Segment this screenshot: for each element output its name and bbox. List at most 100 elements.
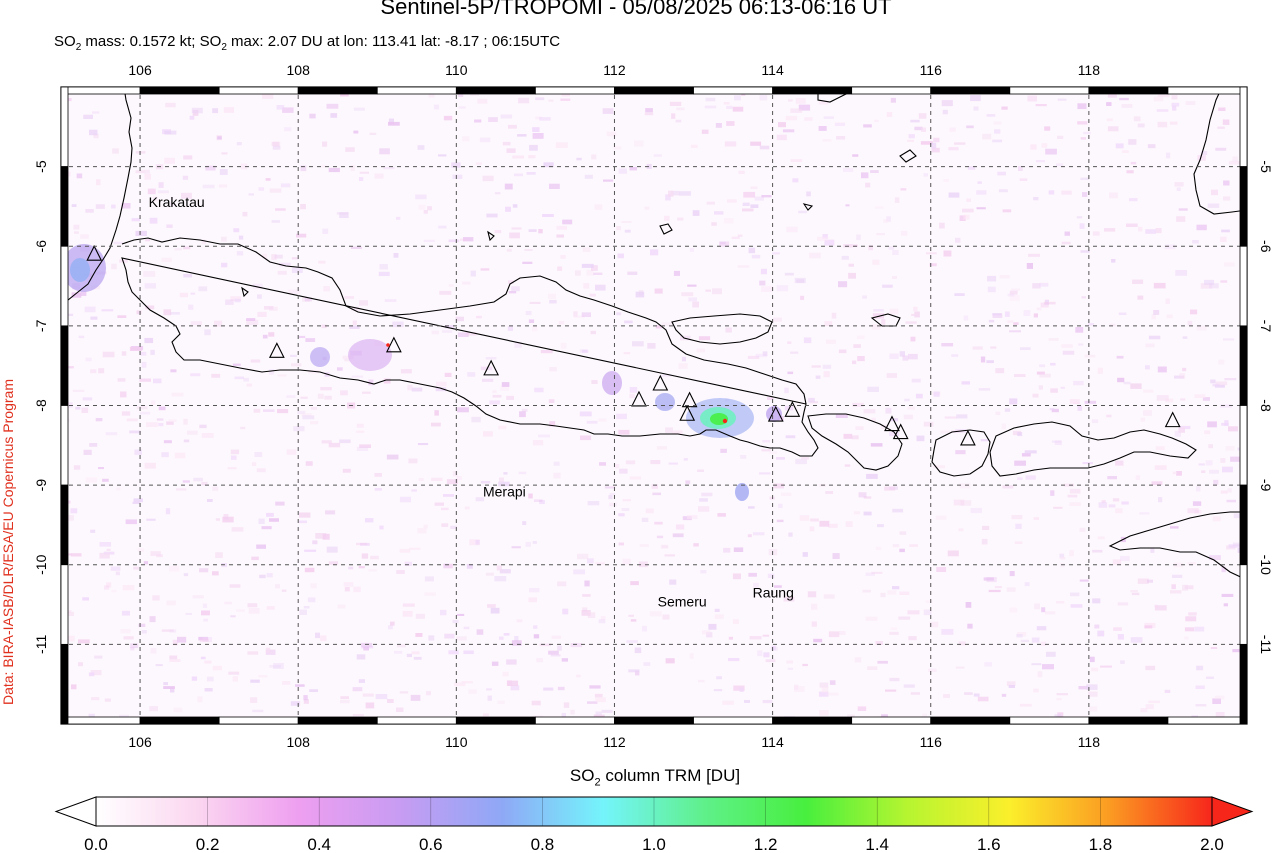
noise-cell	[589, 685, 601, 689]
noise-cell	[678, 363, 688, 369]
noise-cell	[1120, 555, 1130, 562]
noise-cell	[242, 211, 248, 217]
noise-cell	[106, 582, 112, 588]
noise-cell	[728, 658, 740, 662]
noise-cell	[315, 533, 327, 539]
noise-cell	[851, 435, 859, 440]
noise-cell	[150, 551, 161, 556]
noise-cell	[915, 393, 923, 399]
noise-cell	[325, 510, 336, 515]
noise-cell	[140, 411, 151, 415]
noise-cell	[304, 549, 317, 552]
plume-east-java-b	[655, 393, 675, 411]
noise-cell	[899, 591, 910, 595]
noise-cell	[514, 173, 523, 177]
noise-cell	[1014, 374, 1026, 377]
noise-cell	[1148, 335, 1161, 340]
noise-cell	[298, 520, 307, 524]
noise-cell	[102, 478, 109, 482]
ruler-segment	[60, 245, 69, 327]
noise-cell	[819, 682, 829, 688]
noise-cell	[776, 519, 784, 523]
noise-cell	[625, 460, 636, 465]
noise-cell	[790, 351, 799, 354]
noise-cell	[269, 306, 278, 311]
noise-cell	[689, 653, 694, 659]
noise-cell	[1207, 203, 1220, 208]
noise-cell	[228, 671, 240, 675]
noise-cell	[1077, 121, 1088, 125]
ruler-segment	[60, 166, 69, 247]
noise-cell	[511, 640, 522, 646]
noise-cell	[867, 666, 878, 670]
noise-cell	[944, 416, 957, 419]
noise-cell	[358, 679, 365, 683]
noise-cell	[258, 518, 265, 524]
noise-cell	[144, 462, 156, 469]
noise-cell	[863, 124, 872, 128]
noise-cell	[757, 650, 763, 657]
noise-cell	[644, 206, 650, 210]
noise-cell	[976, 207, 986, 210]
noise-cell	[504, 183, 513, 190]
noise-cell	[1172, 471, 1177, 475]
noise-cell	[402, 610, 413, 617]
noise-cell	[1151, 314, 1156, 320]
noise-cell	[822, 139, 832, 142]
noise-cell	[538, 434, 550, 438]
noise-cell	[977, 696, 989, 702]
noise-cell	[73, 224, 80, 230]
noise-cell	[1077, 103, 1087, 110]
noise-cell	[1217, 126, 1225, 129]
noise-cell	[344, 587, 350, 592]
lat-tick-label-right: -11	[1258, 635, 1272, 654]
noise-cell	[273, 663, 284, 669]
noise-cell	[300, 204, 306, 210]
noise-cell	[1205, 460, 1213, 466]
noise-cell	[457, 407, 469, 413]
noise-cell	[908, 636, 917, 641]
lon-tick-label: 108	[287, 62, 311, 78]
noise-cell	[179, 292, 188, 298]
ruler-segment	[693, 86, 773, 95]
noise-cell	[1208, 444, 1213, 449]
noise-cell	[857, 356, 865, 362]
noise-cell	[322, 141, 328, 147]
noise-cell	[490, 607, 500, 614]
noise-cell	[995, 411, 1001, 415]
noise-cell	[428, 91, 435, 98]
noise-cell	[452, 619, 459, 624]
noise-cell	[890, 418, 899, 422]
noise-cell	[206, 676, 214, 682]
noise-cell	[269, 188, 282, 193]
noise-cell	[587, 558, 594, 564]
noise-cell	[352, 714, 364, 717]
lat-tick-label-left: -11	[33, 635, 49, 654]
noise-cell	[907, 406, 915, 410]
noise-cell	[439, 290, 452, 295]
noise-cell	[171, 392, 184, 397]
noise-cell	[95, 204, 105, 209]
noise-cell	[199, 568, 209, 573]
noise-cell	[795, 458, 807, 465]
plume-krakatau-core	[70, 258, 90, 282]
noise-cell	[232, 676, 238, 682]
volcano-triangle-icon	[767, 405, 784, 422]
noise-cell	[1115, 460, 1124, 466]
noise-cell	[417, 145, 425, 150]
noise-cell	[64, 611, 74, 616]
noise-cell	[624, 320, 633, 324]
noise-cell	[1195, 704, 1207, 707]
volcano-label-raung: Raung	[753, 584, 794, 600]
noise-cell	[344, 296, 354, 299]
noise-cell	[874, 119, 879, 122]
lon-tick-label: 106	[128, 62, 152, 78]
noise-cell	[1116, 355, 1124, 359]
noise-cell	[324, 395, 332, 400]
noise-cell	[943, 179, 949, 182]
noise-cell	[476, 315, 482, 319]
coast-kangean	[870, 313, 901, 327]
noise-cell	[877, 524, 884, 528]
noise-cell	[706, 632, 713, 638]
noise-cell	[99, 542, 112, 547]
